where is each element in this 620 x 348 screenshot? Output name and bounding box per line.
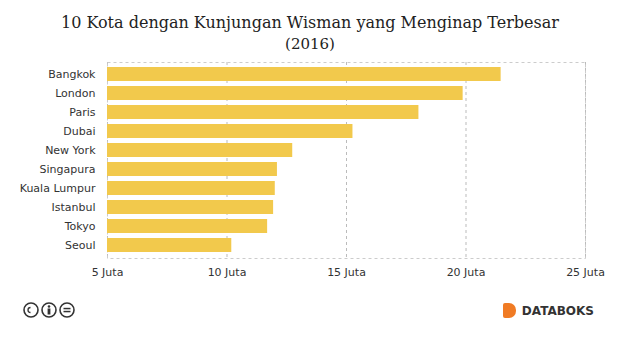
svg-text:5 Juta: 5 Juta <box>92 266 124 279</box>
svg-text:Tokyo: Tokyo <box>64 220 96 233</box>
svg-text:20 Juta: 20 Juta <box>447 266 486 279</box>
svg-text:15 Juta: 15 Juta <box>327 266 366 279</box>
svg-text:New York: New York <box>45 144 96 157</box>
html-text:DATABOKS: DATABOKS <box>521 303 594 318</box>
svg-text:10 Juta: 10 Juta <box>208 266 247 279</box>
svg-text:Kuala Lumpur: Kuala Lumpur <box>20 182 96 195</box>
svg-text:Singapura: Singapura <box>40 163 96 176</box>
svg-text:London: London <box>55 87 95 100</box>
svg-text:Istanbul: Istanbul <box>51 201 95 214</box>
svg-text:Seoul: Seoul <box>65 239 96 252</box>
svg-text:Paris: Paris <box>69 106 95 119</box>
svg-text:Bangkok: Bangkok <box>48 68 96 81</box>
svg-text:25 Juta: 25 Juta <box>566 266 605 279</box>
html-text:(2016): (2016) <box>285 35 335 53</box>
html-text:10 Kota dengan Kunjungan Wisma: 10 Kota dengan Kunjungan Wisman yang Men… <box>61 13 559 32</box>
svg-text:Dubai: Dubai <box>63 125 95 138</box>
